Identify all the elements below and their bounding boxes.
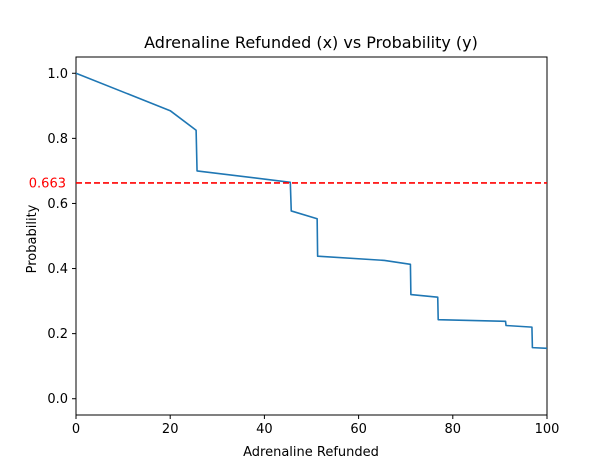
x-tick-label: 40 [256,422,273,437]
y-tick-label: 0.0 [47,392,68,407]
series-line [75,72,548,350]
axes-frame [75,56,548,416]
y-tick-label: 0.4 [47,262,68,277]
y-tick-label: 0.6 [47,197,68,212]
x-axis: 0 20 40 60 80 100 [72,415,560,437]
reference-line-layer: 0.663 [29,176,547,191]
x-tick-label: 80 [445,422,462,437]
y-tick-label: 0.2 [47,327,68,342]
y-axis-title: Probability [25,204,40,273]
x-tick-label: 60 [350,422,367,437]
y-tick-label: 0.8 [47,132,68,147]
reference-line-label: 0.663 [29,176,66,191]
plot-area [75,56,548,416]
x-tick-label: 20 [162,422,179,437]
y-tick-label: 1.0 [47,67,68,82]
x-tick-label: 0 [72,422,80,437]
y-axis: 0.0 0.2 0.4 0.6 0.8 1.0 [47,67,76,407]
series-layer [75,72,548,350]
chart-title: Adrenaline Refunded (x) vs Probability (… [144,33,478,52]
x-axis-title: Adrenaline Refunded [243,445,379,460]
x-tick-label: 100 [535,422,560,437]
